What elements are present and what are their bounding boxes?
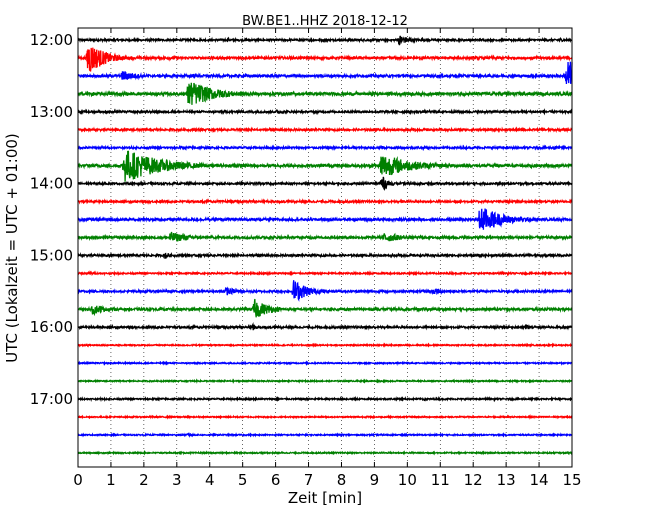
trace-line [77, 231, 573, 242]
x-tick-label: 1 [106, 471, 116, 489]
trace-line [77, 251, 573, 259]
chart-title: BW.BE1..HHZ 2018-12-12 [242, 14, 408, 29]
x-tick-label: 6 [271, 471, 281, 489]
x-tick-label: 9 [370, 471, 380, 489]
trace-line [77, 126, 573, 134]
trace-line [77, 144, 573, 152]
x-tick-label: 2 [139, 471, 149, 489]
trace-line [77, 108, 573, 116]
x-axis-label: Zeit [min] [288, 489, 362, 507]
y-tick-label: 13:00 [30, 103, 73, 121]
x-tick-label: 8 [337, 471, 347, 489]
x-axis: 0 1 2 3 4 5 6 7 8 9 10 11 12 13 14 15 [73, 28, 582, 489]
trace-line [77, 360, 573, 366]
y-tick-label: 16:00 [30, 318, 73, 336]
x-tick-label: 12 [464, 471, 483, 489]
trace-line [77, 298, 573, 318]
x-tick-label: 7 [304, 471, 314, 489]
trace-line [77, 395, 573, 403]
x-tick-label: 15 [562, 471, 581, 489]
trace-line [77, 449, 573, 456]
x-tick-label: 11 [431, 471, 450, 489]
x-tick-label: 13 [497, 471, 516, 489]
y-tick-label: 17:00 [30, 390, 73, 408]
trace-line [77, 378, 573, 384]
trace-line [77, 150, 573, 182]
trace-line [77, 176, 573, 192]
x-tick-label: 0 [73, 471, 83, 489]
x-tick-label: 10 [398, 471, 417, 489]
trace-line [77, 321, 573, 331]
trace-line [77, 198, 573, 206]
x-tick-label: 5 [238, 471, 248, 489]
x-tick-label: 4 [205, 471, 215, 489]
y-tick-label: 15:00 [30, 246, 73, 264]
trace-line [77, 82, 573, 105]
plot-frame [77, 27, 573, 468]
y-tick-label: 14:00 [30, 175, 73, 193]
trace-group [77, 35, 573, 456]
trace-line [77, 431, 573, 438]
trace-line [77, 270, 573, 277]
y-axis-label: UTC (Lokalzeit = UTC + 01:00) [3, 133, 21, 363]
x-tick-label: 3 [172, 471, 182, 489]
trace-line [77, 35, 573, 46]
trace-line [77, 280, 573, 302]
y-tick-label: 12:00 [30, 31, 73, 49]
x-tick-label: 14 [530, 471, 549, 489]
y-axis: 12:00 13:00 14:00 15:00 16:00 17:00 [30, 31, 572, 408]
trace-line [77, 208, 573, 230]
trace-line [77, 414, 573, 420]
trace-line [77, 342, 573, 348]
trace-line [77, 61, 573, 85]
trace-line [77, 47, 573, 72]
